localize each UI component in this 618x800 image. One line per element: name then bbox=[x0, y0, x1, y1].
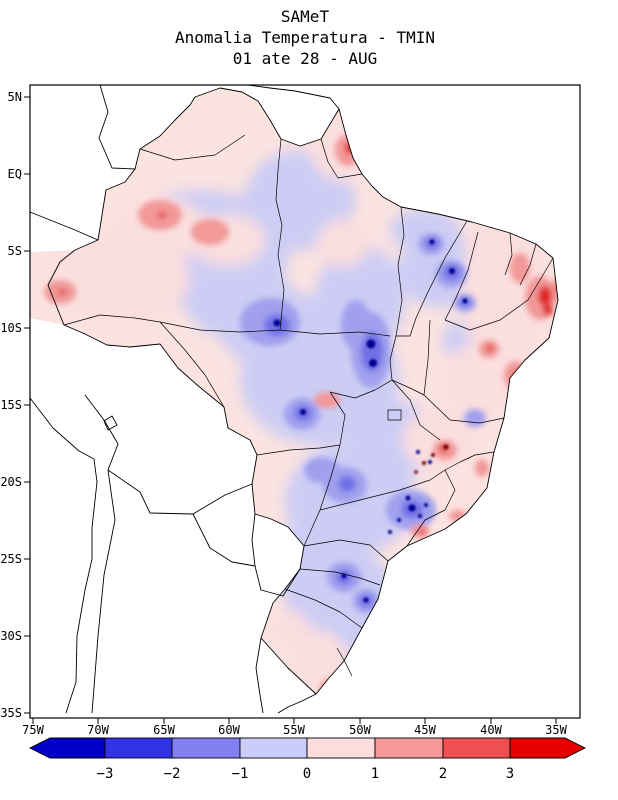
anomaly-medium-blobs bbox=[44, 91, 558, 694]
map-frame bbox=[29, 84, 581, 719]
colorbar-seg-2 bbox=[171, 737, 241, 759]
lat-label-20s: 20S bbox=[0, 475, 22, 489]
colorbar-seg-5 bbox=[374, 737, 444, 759]
lon-label-70w: 70W bbox=[87, 723, 109, 737]
lat-label-10s: 10S bbox=[0, 321, 22, 335]
lat-label-35s: 35S bbox=[0, 706, 22, 720]
lon-label-35w: 35W bbox=[545, 723, 567, 737]
coastlines-and-borders bbox=[29, 84, 340, 714]
lat-label-15s: 15S bbox=[0, 398, 22, 412]
colorbar: −3 −2 −1 0 1 2 3 bbox=[28, 737, 587, 782]
title-line-1: SAMeT bbox=[281, 7, 330, 26]
colorbar-seg-1 bbox=[104, 737, 173, 759]
colorbar-right-arrow bbox=[509, 737, 587, 759]
colorbar-label-3: 3 bbox=[506, 766, 514, 782]
colorbar-label-neg1: −1 bbox=[232, 766, 249, 782]
lon-label-75w: 75W bbox=[22, 723, 44, 737]
lat-label-25s: 25S bbox=[0, 552, 22, 566]
colorbar-label-2: 2 bbox=[439, 766, 447, 782]
lat-label-30s: 30S bbox=[0, 629, 22, 643]
colorbar-seg-4 bbox=[306, 737, 376, 759]
lat-ticks bbox=[24, 96, 30, 714]
lat-label-5s: 5S bbox=[8, 244, 22, 258]
anomaly-field bbox=[30, 88, 558, 694]
title-line-3: 01 ate 28 - AUG bbox=[233, 49, 378, 68]
lon-label-40w: 40W bbox=[480, 723, 502, 737]
colorbar-label-neg3: −3 bbox=[97, 766, 114, 782]
lon-axis: 75W 70W 65W 60W 55W 50W 45W 40W 35W bbox=[22, 723, 567, 737]
lat-axis: 5N EQ 5S 10S 15S 20S 25S 30S 35S bbox=[0, 90, 22, 720]
plot-frame bbox=[24, 84, 581, 724]
lake-titicaca bbox=[103, 415, 118, 431]
state-borders bbox=[63, 134, 554, 677]
distrito-federal-box bbox=[387, 409, 402, 421]
colorbar-seg-3 bbox=[239, 737, 308, 759]
lat-label-eq: EQ bbox=[8, 167, 22, 181]
colorbar-label-0: 0 bbox=[303, 766, 311, 782]
lon-label-60w: 60W bbox=[218, 723, 240, 737]
lon-label-55w: 55W bbox=[283, 723, 305, 737]
anomaly-extreme-dots bbox=[273, 239, 468, 603]
plot-title: SAMeT Anomalia Temperatura - TMIN 01 ate… bbox=[175, 7, 435, 68]
lon-label-65w: 65W bbox=[153, 723, 175, 737]
lon-label-50w: 50W bbox=[349, 723, 371, 737]
brazil-border bbox=[47, 87, 559, 695]
country-borders bbox=[29, 84, 559, 714]
lon-ticks bbox=[32, 718, 557, 724]
colorbar-label-neg2: −2 bbox=[164, 766, 181, 782]
colorbar-seg-6 bbox=[442, 737, 511, 759]
colorbar-left-arrow bbox=[28, 737, 106, 759]
lat-label-5n: 5N bbox=[8, 90, 22, 104]
lon-label-45w: 45W bbox=[414, 723, 436, 737]
title-line-2: Anomalia Temperatura - TMIN bbox=[175, 28, 435, 47]
colorbar-label-1: 1 bbox=[371, 766, 379, 782]
